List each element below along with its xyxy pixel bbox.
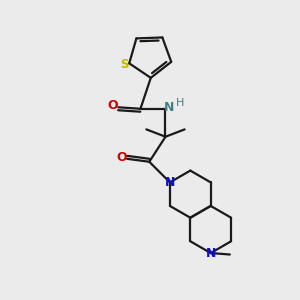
- Text: S: S: [120, 58, 128, 71]
- Text: H: H: [176, 98, 184, 109]
- Text: N: N: [164, 101, 174, 114]
- Text: N: N: [165, 176, 175, 190]
- Text: O: O: [116, 151, 127, 164]
- Text: N: N: [206, 247, 217, 260]
- Text: O: O: [107, 99, 118, 112]
